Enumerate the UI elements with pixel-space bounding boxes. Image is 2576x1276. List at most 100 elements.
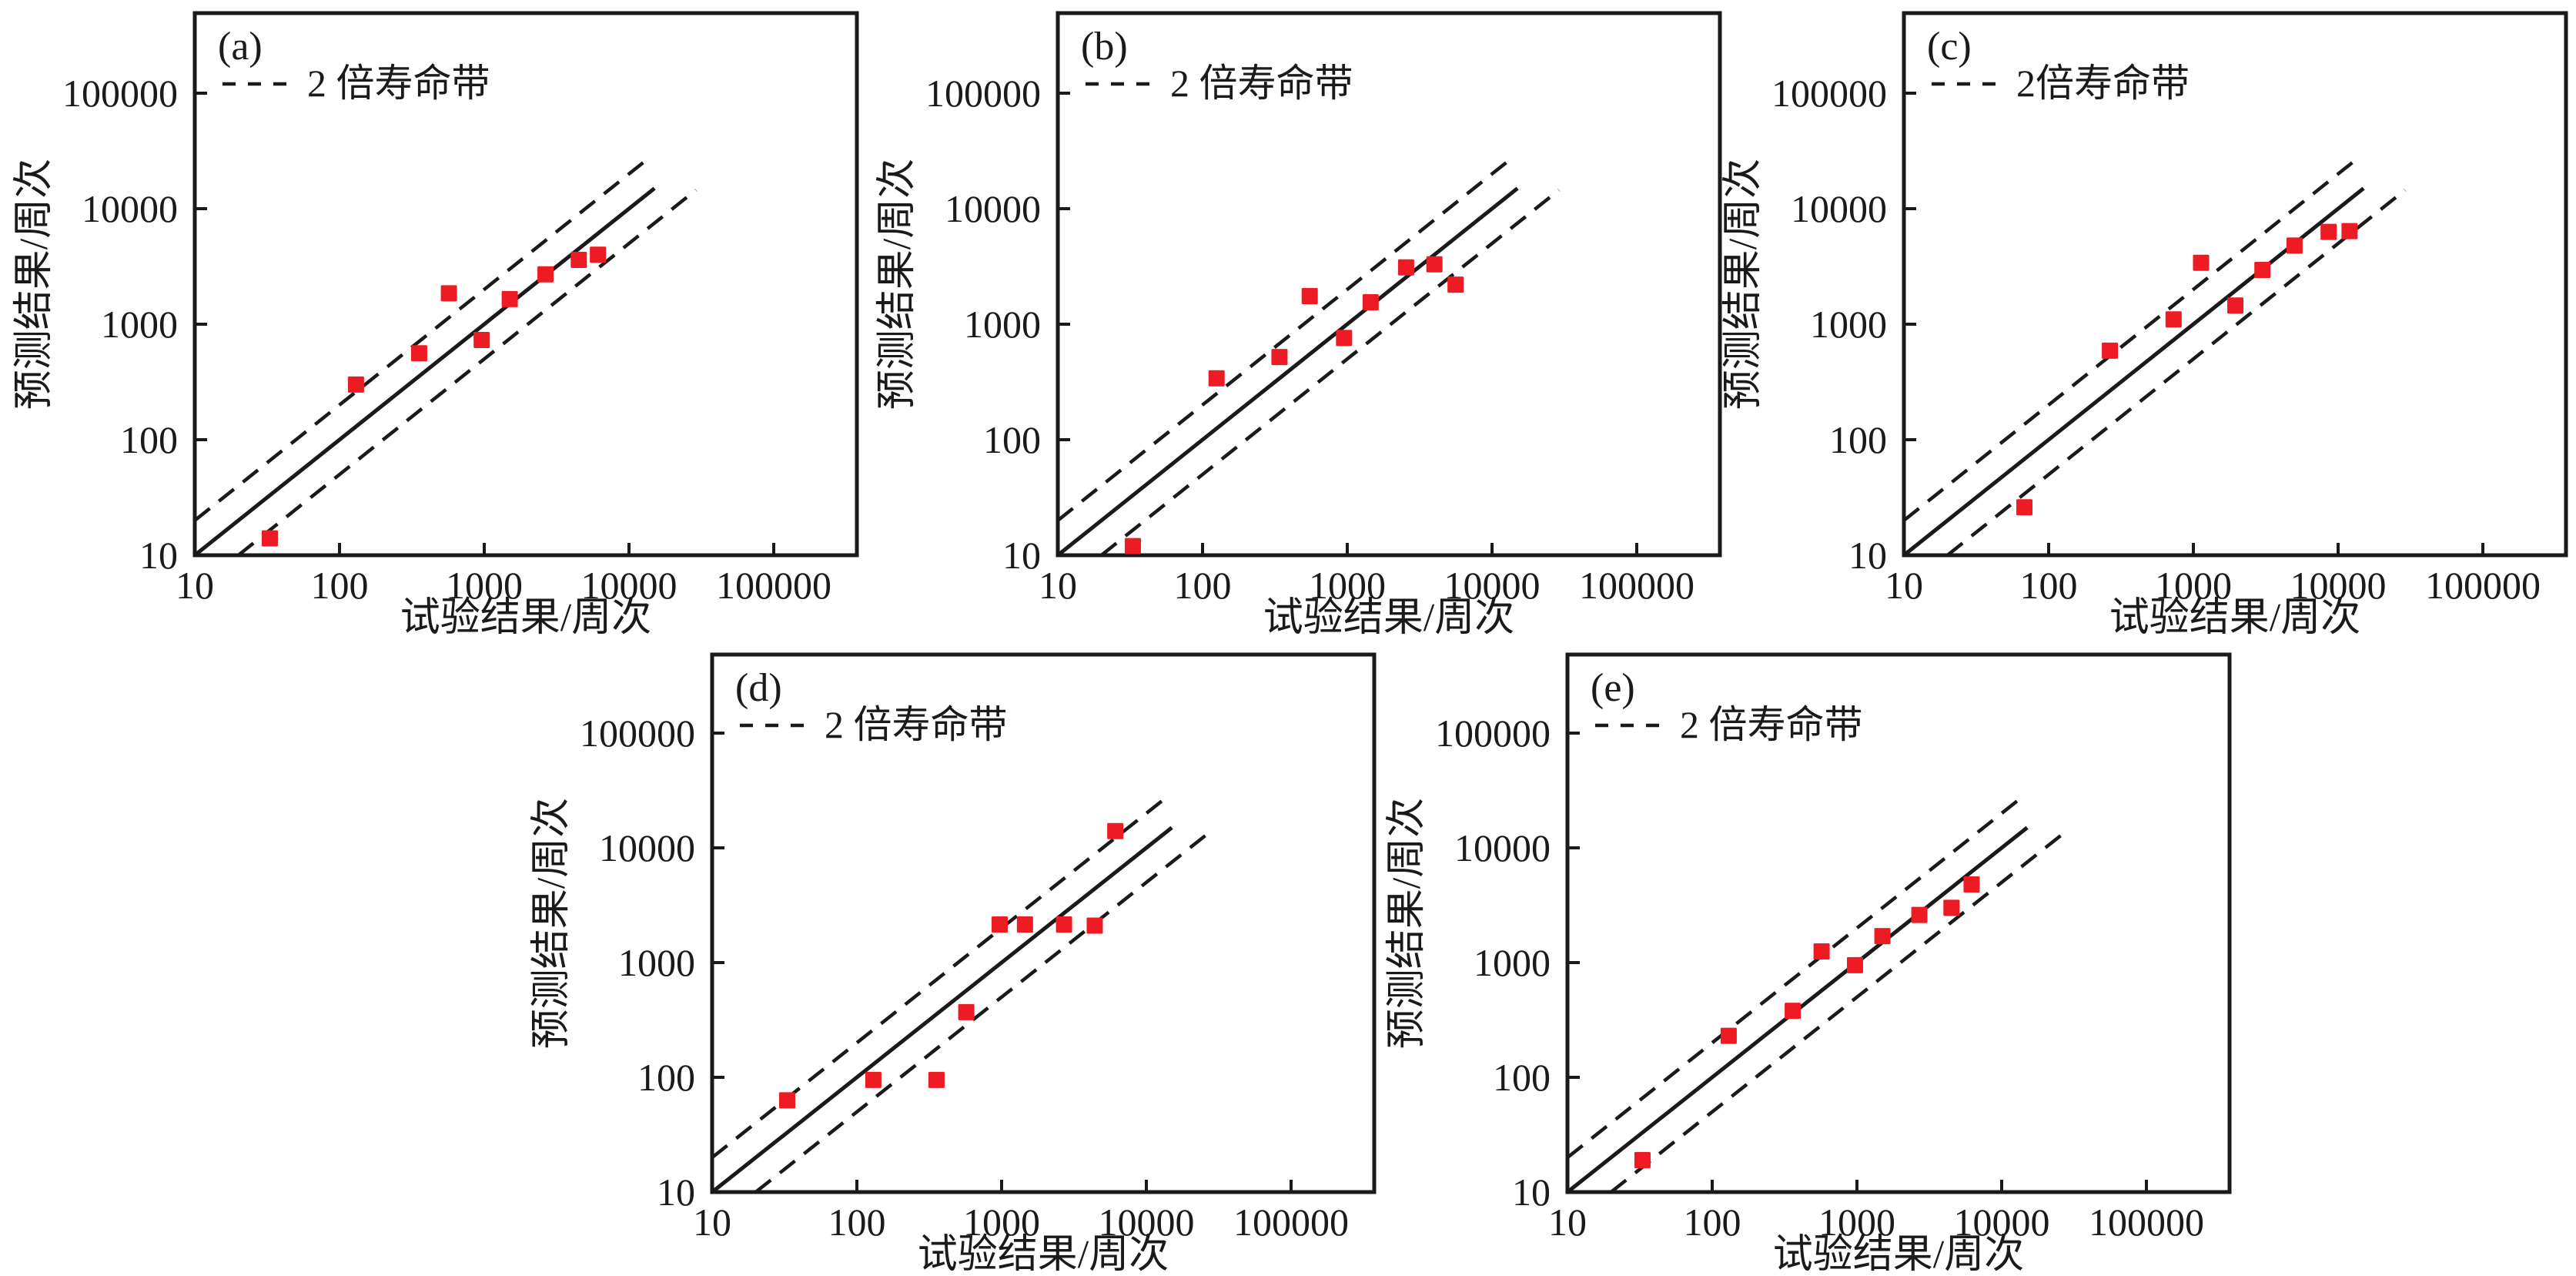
x-axis-label: 试验结果/周次 xyxy=(400,596,651,640)
panel-title: (b) xyxy=(1081,25,1128,69)
y-tick-label: 10 xyxy=(1512,1171,1551,1214)
data-point xyxy=(1874,928,1891,945)
x-tick-label: 1000 xyxy=(1818,1201,1895,1244)
data-point xyxy=(501,290,518,307)
plot-frame xyxy=(1055,11,1722,558)
plot-frame xyxy=(710,652,1377,1194)
life-band-line xyxy=(1056,156,1514,522)
data-point xyxy=(440,285,457,302)
y-axis-label: 预测结果/周次 xyxy=(1721,159,1765,410)
data-point xyxy=(2320,223,2337,240)
data-point xyxy=(928,1071,945,1088)
y-tick-label: 10 xyxy=(1002,534,1041,577)
data-point xyxy=(410,345,427,362)
y-tick-label: 10000 xyxy=(1791,187,1887,230)
x-tick-label: 100000 xyxy=(1579,564,1694,607)
y-tick-label: 100000 xyxy=(580,712,695,755)
data-point xyxy=(2286,237,2303,254)
legend-label: 2 倍寿命带 xyxy=(1680,703,1863,746)
x-tick-label: 100000 xyxy=(2089,1201,2204,1244)
panel-title: (d) xyxy=(735,666,782,710)
x-tick-label: 10000 xyxy=(1099,1201,1195,1244)
data-point xyxy=(570,252,587,269)
data-point xyxy=(1336,330,1353,347)
y-axis-label: 预测结果/周次 xyxy=(530,798,574,1049)
x-axis-label: 试验结果/周次 xyxy=(1773,1233,2024,1272)
data-point xyxy=(590,246,607,263)
y-tick-label: 10 xyxy=(657,1171,695,1214)
y-tick-label: 100000 xyxy=(925,72,1041,115)
panel-title: (c) xyxy=(1927,25,1972,69)
plot-frame xyxy=(1565,652,2232,1194)
x-axis-label: 试验结果/周次 xyxy=(1263,596,1514,640)
x-tick-label: 1000 xyxy=(446,564,523,607)
y-tick-label: 10 xyxy=(1848,534,1887,577)
panel-e: 10 100 1000 10000 100000 10 100 1000 10000 100000… xyxy=(1385,652,2232,1276)
data-point xyxy=(992,916,1009,933)
life-band-line xyxy=(237,189,698,557)
data-point xyxy=(1301,288,1318,305)
x-tick-label: 100 xyxy=(2020,564,2078,607)
data-point xyxy=(865,1071,882,1088)
life-band-line xyxy=(1610,828,2070,1194)
y-tick-label: 10 xyxy=(139,534,178,577)
data-point xyxy=(958,1003,975,1020)
life-band-line xyxy=(193,156,651,522)
panel-title: (e) xyxy=(1591,666,1635,710)
y-tick-label: 100000 xyxy=(62,72,178,115)
y-tick-label: 10000 xyxy=(82,187,178,230)
identity-line xyxy=(711,826,1173,1194)
x-tick-label: 10000 xyxy=(1444,564,1541,607)
data-point xyxy=(2254,262,2271,279)
x-tick-label: 1000 xyxy=(2155,564,2232,607)
panel-title: (a) xyxy=(218,25,263,69)
x-axis-label: 试验结果/周次 xyxy=(2109,596,2360,640)
y-tick-label: 100000 xyxy=(1435,712,1551,755)
identity-line xyxy=(1056,186,1519,557)
data-point xyxy=(1813,943,1830,960)
y-tick-label: 100 xyxy=(1493,1056,1551,1099)
x-tick-label: 100000 xyxy=(1233,1201,1349,1244)
y-tick-label: 1000 xyxy=(964,303,1041,346)
y-axis-label: 预测结果/周次 xyxy=(1385,798,1429,1049)
panel-c: 10 100 1000 10000 100000 10 100 1000 10000 100000… xyxy=(1721,11,2568,640)
x-tick-label: 100000 xyxy=(716,564,831,607)
data-point xyxy=(1911,906,1928,923)
y-tick-label: 100 xyxy=(637,1056,695,1099)
x-tick-label: 100000 xyxy=(2425,564,2541,607)
data-point xyxy=(2193,254,2210,271)
x-tick-label: 10 xyxy=(176,564,214,607)
data-point xyxy=(1426,256,1443,273)
x-tick-label: 10 xyxy=(1885,564,1923,607)
legend-label: 2倍寿命带 xyxy=(2016,62,2190,105)
identity-line xyxy=(193,186,656,557)
y-tick-label: 1000 xyxy=(618,941,695,984)
x-tick-label: 100 xyxy=(311,564,369,607)
x-tick-label: 10 xyxy=(1548,1201,1587,1244)
data-point xyxy=(1362,293,1379,310)
x-tick-label: 10000 xyxy=(2290,564,2387,607)
data-point xyxy=(261,530,278,547)
data-point xyxy=(1124,538,1141,554)
data-point xyxy=(1963,876,1980,893)
x-tick-label: 10 xyxy=(693,1201,731,1244)
data-point xyxy=(1397,259,1414,276)
x-tick-label: 10000 xyxy=(581,564,677,607)
data-point xyxy=(1447,276,1464,293)
life-band-line xyxy=(1902,156,2360,522)
y-tick-label: 1000 xyxy=(1810,303,1887,346)
panel-a: 10 100 1000 10000 100000 10 100 1000 10000 100000… xyxy=(12,11,859,640)
x-tick-label: 10000 xyxy=(1954,1201,2050,1244)
x-axis-label: 试验结果/周次 xyxy=(918,1233,1169,1272)
data-point xyxy=(2341,223,2358,239)
data-point xyxy=(1720,1027,1737,1044)
panel-b: 10 100 1000 10000 100000 10 100 1000 10000 100000… xyxy=(875,11,1722,640)
y-tick-label: 10000 xyxy=(945,187,1041,230)
data-point xyxy=(347,376,364,393)
data-point xyxy=(2016,499,2033,516)
data-point xyxy=(1055,916,1072,933)
y-tick-label: 1000 xyxy=(1474,941,1551,984)
life-band-line xyxy=(754,828,1215,1194)
data-point xyxy=(1847,956,1864,973)
